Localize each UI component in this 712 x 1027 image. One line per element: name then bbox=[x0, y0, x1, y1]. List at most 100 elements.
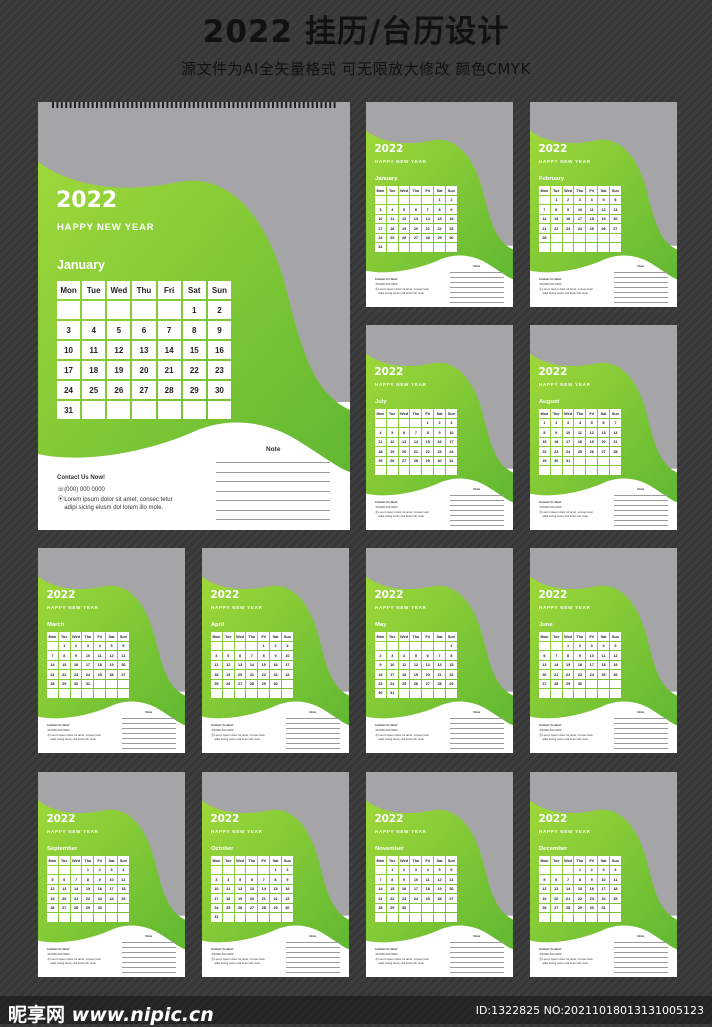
note-line bbox=[613, 494, 668, 500]
day-cell: 26 bbox=[398, 233, 410, 243]
weekday-header: Fri bbox=[422, 186, 434, 195]
weekday-header: Mon bbox=[47, 856, 58, 865]
day-cell: 28 bbox=[434, 679, 445, 689]
day-cell: 19 bbox=[234, 894, 246, 903]
day-cell: 22 bbox=[422, 447, 434, 456]
day-cell bbox=[609, 243, 621, 252]
location-pin-icon: ⦿ bbox=[539, 957, 543, 962]
day-cell bbox=[211, 865, 222, 875]
day-cell bbox=[386, 418, 398, 428]
day-cell bbox=[410, 418, 422, 428]
week-row: 16 17 18 19 20 21 22 bbox=[375, 670, 457, 679]
day-cell: 14 bbox=[258, 884, 270, 894]
weekday-header: Fri bbox=[422, 856, 434, 865]
day-cell: 9 bbox=[586, 875, 598, 884]
day-cell bbox=[410, 641, 422, 651]
week-row: 15 16 17 18 19 20 21 bbox=[539, 437, 621, 447]
note-line bbox=[285, 941, 340, 947]
day-cell bbox=[258, 913, 270, 922]
note-lines bbox=[121, 941, 176, 977]
day-cell: 18 bbox=[574, 437, 586, 447]
day-cell bbox=[94, 689, 106, 698]
weekday-header: Wed bbox=[562, 632, 574, 641]
day-cell: 1 bbox=[182, 301, 206, 319]
year-label: 2022 bbox=[46, 812, 76, 825]
weekday-header: Tue bbox=[82, 281, 106, 299]
note-line bbox=[121, 727, 176, 733]
day-cell: 26 bbox=[106, 670, 117, 679]
note-label: Note bbox=[637, 710, 645, 715]
day-cell: 24 bbox=[562, 447, 574, 456]
day-cell: 4 bbox=[386, 205, 398, 214]
note-line bbox=[216, 519, 330, 529]
day-cell: 10 bbox=[57, 341, 81, 359]
day-cell: 15 bbox=[270, 884, 281, 894]
day-cell: 9 bbox=[562, 205, 574, 214]
contact-phone-row: ☏ (000) 000 0000 bbox=[539, 729, 593, 733]
note-line bbox=[449, 737, 504, 743]
image-id: ID:1322825 NO:20211018013131005123 bbox=[475, 1004, 704, 1017]
weekday-header: Tue bbox=[386, 632, 398, 641]
day-cell: 26 bbox=[609, 670, 621, 679]
contact-block: Contact Us Now! ☏ (000) 000 0000 ⦿ Lorem ips… bbox=[375, 500, 429, 518]
weekday-header: Wed bbox=[398, 186, 410, 195]
weekday-header: Wed bbox=[234, 856, 246, 865]
note-line bbox=[449, 946, 504, 952]
contact-title: Contact Us Now! bbox=[210, 946, 234, 951]
day-cell: 13 bbox=[246, 884, 258, 894]
weekday-header: Fri bbox=[586, 186, 598, 195]
greeting-label: HAPPY NEW YEAR bbox=[538, 828, 591, 834]
weekday-header: Sun bbox=[609, 409, 621, 418]
day-cell: 12 bbox=[398, 214, 410, 224]
day-cell: 10 bbox=[211, 884, 222, 894]
day-cell bbox=[82, 401, 106, 419]
weekday-header: Fri bbox=[586, 856, 598, 865]
day-cell bbox=[234, 865, 246, 875]
white-bottom-wave bbox=[530, 701, 677, 753]
day-cell: 7 bbox=[375, 875, 386, 884]
day-cell bbox=[586, 689, 598, 698]
day-cell bbox=[70, 865, 82, 875]
day-cell: 16 bbox=[574, 660, 586, 670]
contact-phone: (000) 000 0000 bbox=[378, 728, 398, 733]
day-cell: 17 bbox=[445, 437, 457, 447]
phone-icon: ☏ bbox=[46, 728, 51, 733]
day-cell: 7 bbox=[157, 321, 181, 339]
day-cell bbox=[586, 466, 598, 475]
day-cell: 6 bbox=[234, 651, 246, 660]
day-cell bbox=[598, 689, 609, 698]
day-cell: 22 bbox=[445, 670, 457, 679]
day-cell bbox=[609, 466, 621, 475]
weekday-header: Wed bbox=[398, 856, 410, 865]
white-bottom-wave bbox=[38, 925, 185, 977]
contact-address-line: adipi sicing eiusm dol lorem illo mole. bbox=[50, 960, 97, 965]
weekday-header: Sun bbox=[445, 409, 457, 418]
day-cell bbox=[410, 466, 422, 475]
page-background bbox=[366, 102, 513, 307]
day-cell bbox=[47, 913, 58, 922]
location-pin-icon: ⦿ bbox=[539, 510, 543, 515]
day-cell: 25 bbox=[398, 679, 410, 689]
day-cell: 7 bbox=[246, 651, 258, 660]
month-name: January bbox=[57, 258, 105, 272]
day-cell: 7 bbox=[422, 205, 434, 214]
day-cell: 19 bbox=[386, 447, 398, 456]
contact-address-line: Lorem ipsum dolor sit amet, consec tetur bbox=[542, 957, 594, 962]
contact-phone: (000) 000 0000 bbox=[542, 728, 562, 733]
day-cell: 17 bbox=[82, 660, 94, 670]
month-grid: Mon Tue Wed Thu Fri Sat Sun 1 2 3 4 5 6 7 8 9 10 11 12 13 14… bbox=[374, 855, 458, 922]
month-name: March bbox=[46, 621, 65, 628]
note-line bbox=[613, 519, 668, 525]
contact-phone-row: ☏ (000) 000 0000 bbox=[211, 953, 265, 957]
day-cell bbox=[207, 401, 231, 419]
day-cell bbox=[258, 689, 270, 698]
day-cell bbox=[609, 456, 621, 466]
day-cell bbox=[117, 679, 129, 689]
day-cell bbox=[258, 865, 270, 875]
note-label: Note bbox=[473, 934, 481, 939]
contact-block: Contact Us Now! ☏ (000) 000 0000 ⦿ Lorem ips… bbox=[539, 723, 593, 741]
greeting-label: HAPPY NEW YEAR bbox=[46, 828, 99, 834]
day-cell: 17 bbox=[598, 884, 609, 894]
day-cell: 29 bbox=[182, 381, 206, 399]
